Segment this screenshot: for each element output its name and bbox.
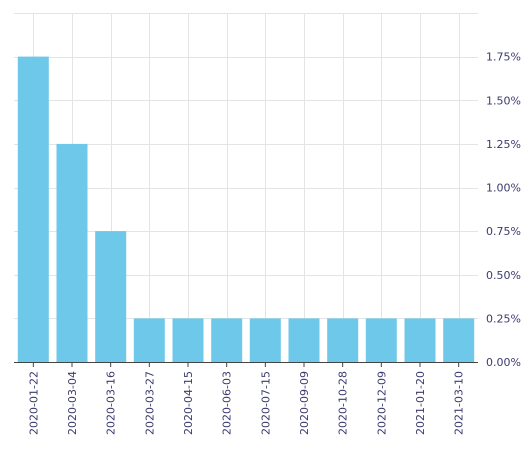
y-tick-label: 1.25%: [486, 138, 521, 151]
x-tick-labels: 2020-01-22 2020-03-04 2020-03-16 2020-03-27…: [27, 371, 465, 435]
bar-2020-12-09[interactable]: [365, 318, 397, 362]
y-tick-label: 0.25%: [486, 312, 521, 325]
y-tick-label: 1.75%: [486, 51, 521, 64]
axes: [14, 362, 478, 367]
x-tick-label: 2020-09-09: [298, 371, 311, 435]
x-tick-label: 2020-10-28: [337, 371, 350, 435]
x-tick-label: 2020-04-15: [182, 371, 195, 435]
bar-2020-01-22[interactable]: [17, 56, 49, 362]
x-tick-label: 2021-01-20: [414, 371, 427, 435]
bar-2020-10-28[interactable]: [327, 318, 359, 362]
bar-2020-03-04[interactable]: [56, 143, 88, 362]
y-tick-labels: 0.00% 0.25% 0.50% 0.75% 1.00% 1.25% 1.50% 1.75%: [486, 51, 521, 369]
y-tick-label: 1.50%: [486, 94, 521, 107]
x-tick-label: 2020-07-15: [259, 371, 272, 435]
bar-2021-01-20[interactable]: [404, 318, 436, 362]
bar-2020-04-15[interactable]: [172, 318, 204, 362]
bar-2020-06-03[interactable]: [211, 318, 243, 362]
bar-2020-03-16[interactable]: [95, 231, 127, 362]
bar-2020-09-09[interactable]: [288, 318, 320, 362]
x-tick-label: 2020-03-04: [66, 371, 79, 435]
bar-2020-07-15[interactable]: [249, 318, 281, 362]
y-tick-label: 0.50%: [486, 269, 521, 282]
bar-2021-03-10[interactable]: [443, 318, 475, 362]
grid-lines: [14, 13, 478, 362]
y-tick-label: 1.00%: [486, 182, 521, 195]
bar-2020-03-27[interactable]: [133, 318, 165, 362]
y-tick-label: 0.00%: [486, 356, 521, 369]
y-tick-label: 0.75%: [486, 225, 521, 238]
x-tick-label: 2020-12-09: [375, 371, 388, 435]
bars: [17, 56, 475, 362]
x-tick-label: 2020-01-22: [27, 371, 40, 435]
x-tick-label: 2020-06-03: [221, 371, 234, 435]
x-tick-label: 2021-03-10: [453, 371, 466, 435]
x-tick-label: 2020-03-16: [105, 371, 118, 435]
x-tick-label: 2020-03-27: [143, 371, 156, 435]
